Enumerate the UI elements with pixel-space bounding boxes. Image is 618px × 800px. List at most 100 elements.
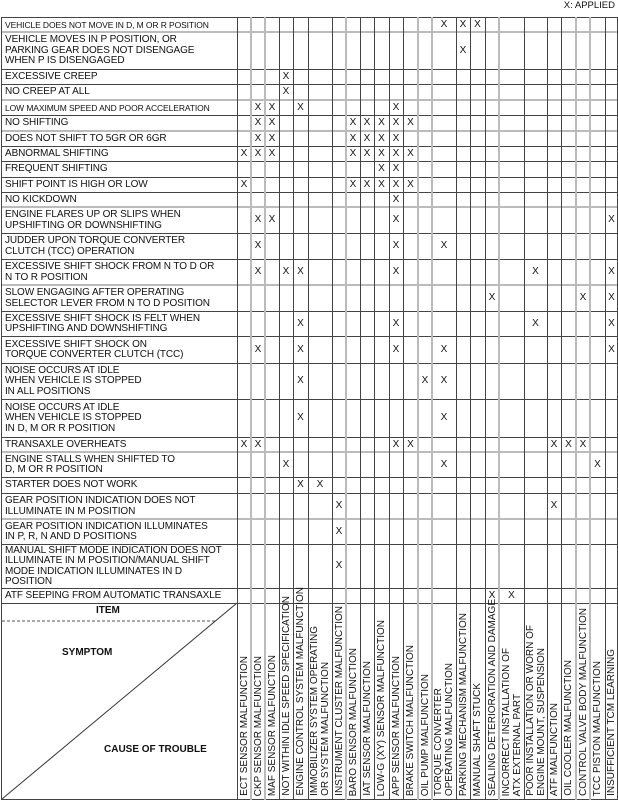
row-divider <box>1 17 618 18</box>
cause-header: POOR INSTALLATION OR WORN OF ENGINE MOUN… <box>524 625 547 796</box>
applied-mark: X <box>297 317 304 329</box>
row-divider <box>1 588 618 589</box>
applied-mark: X <box>488 589 496 601</box>
row-divider <box>1 259 618 260</box>
applied-mark: X <box>608 266 615 277</box>
symptom-label: SHIFT POINT IS HIGH OR LOW <box>5 178 148 190</box>
applied-mark: X <box>392 317 400 329</box>
applied-mark: X <box>608 317 615 329</box>
applied-mark: X <box>392 438 400 450</box>
column-divider <box>293 17 294 800</box>
applied-mark: X <box>268 101 276 113</box>
row-divider <box>1 336 618 337</box>
applied-mark: X <box>392 193 400 205</box>
applied-mark: X <box>440 18 448 30</box>
column-divider <box>470 17 471 800</box>
applied-mark: X <box>579 438 587 450</box>
column-divider <box>345 17 347 800</box>
applied-mark: X <box>378 147 385 159</box>
symptom-label: EXCESSIVE SHIFT SHOCK IS FELT WHEN UPSHI… <box>5 312 200 334</box>
cause-header: CKP SENSOR MALFUNCTION <box>252 655 264 796</box>
cause-header: OIL COOLER MALFUNCTION <box>563 660 574 796</box>
symptom-label: NO CREEP AT ALL <box>5 86 90 98</box>
applied-mark: X <box>392 132 400 144</box>
symptom-label: ENGINE STALLS WHEN SHIFTED TO D, M OR R … <box>5 453 175 475</box>
symptom-label: VEHICLE DOES NOT MOVE IN D, M OR R POSIT… <box>5 19 209 30</box>
row-divider <box>1 311 618 312</box>
applied-mark: X <box>532 317 539 329</box>
column-divider <box>524 17 525 800</box>
legend-applied: X: APPLIED <box>563 0 615 11</box>
row-divider <box>1 399 618 400</box>
symptom-label: NOISE OCCURS AT IDLE WHEN VEHICLE IS STO… <box>5 401 142 434</box>
applied-mark: X <box>254 438 262 450</box>
applied-mark: X <box>440 343 448 355</box>
applied-mark: X <box>240 147 248 159</box>
symptom-label: SLOW ENGAGING AFTER OPERATING SELECTOR L… <box>5 287 210 309</box>
row-divider <box>1 69 618 70</box>
header-cause: CAUSE OF TROUBLE <box>104 744 207 755</box>
column-divider <box>561 17 562 800</box>
row-divider <box>1 544 618 545</box>
row-divider <box>1 99 618 101</box>
cause-header: PARKING MECHANISM MALFUNCTION <box>457 612 469 796</box>
applied-mark: X <box>440 458 448 470</box>
cause-header: NOT WITHIN IDLE SPEED SPECIFICATION <box>280 596 292 796</box>
row-divider <box>1 437 618 438</box>
cause-header: INCORRECT INSTALLATION OF ATX EXTERNAL P… <box>500 647 523 796</box>
applied-mark: X <box>240 178 248 190</box>
applied-mark: X <box>550 438 558 450</box>
row-divider <box>1 233 618 234</box>
cause-header: ENGINE CONTROL SYSTEM MALFUNCTION <box>295 587 306 796</box>
applied-mark: X <box>392 240 400 251</box>
applied-mark: X <box>594 458 601 470</box>
row-divider <box>1 603 618 604</box>
applied-mark: X <box>392 101 400 113</box>
symptom-label: FREQUENT SHIFTING <box>5 163 108 175</box>
column-divider <box>547 17 548 800</box>
applied-mark: X <box>254 101 262 113</box>
row-divider <box>1 177 618 178</box>
applied-mark: X <box>297 375 304 386</box>
symptom-label: EXCESSIVE CREEP <box>5 70 98 82</box>
symptom-label: LOW MAXIMUM SPEED AND POOR ACCELERATION <box>5 102 210 113</box>
row-divider <box>1 146 618 147</box>
cause-header: OIL PUMP MALFUNCTION <box>419 673 431 796</box>
column-divider <box>389 17 390 800</box>
row-divider <box>1 493 618 494</box>
column-divider <box>237 17 238 800</box>
symptom-label: DOES NOT SHIFT TO 5GR OR 6GR <box>5 132 167 144</box>
column-divider <box>589 17 591 800</box>
applied-mark: X <box>550 500 558 511</box>
cause-header: APP SENSOR MALFUNCTION <box>390 656 402 796</box>
row-divider <box>1 84 618 85</box>
applied-mark: X <box>508 589 515 601</box>
applied-mark: X <box>254 214 262 225</box>
column-divider <box>374 17 375 800</box>
column-divider <box>485 17 486 800</box>
applied-mark: X <box>459 18 467 30</box>
applied-mark: X <box>392 214 400 225</box>
applied-mark: X <box>349 147 357 159</box>
symptom-label: ENGINE FLARES UP OR SLIPS WHEN UPSHIFTIN… <box>5 209 181 231</box>
cause-header: CONTROL VALVE BODY MALFUNCTION <box>577 608 589 796</box>
symptom-label: NO SHIFTING <box>5 117 69 129</box>
column-divider <box>308 17 309 800</box>
applied-mark: X <box>608 214 615 225</box>
symptom-label: ATF SEEPING FROM AUTOMATIC TRANSAXLE <box>5 589 222 601</box>
applied-mark: X <box>407 438 414 450</box>
applied-mark: X <box>459 44 467 56</box>
applied-mark: X <box>282 458 290 470</box>
applied-mark: X <box>407 147 414 159</box>
applied-mark: X <box>392 163 400 174</box>
column-divider <box>605 17 606 800</box>
applied-mark: X <box>392 147 400 159</box>
applied-mark: X <box>440 240 448 251</box>
applied-mark: X <box>378 178 385 190</box>
column-divider <box>332 17 333 800</box>
applied-mark: X <box>378 117 385 128</box>
symptom-label: JUDDER UPON TORQUE CONVERTER CLUTCH (TCC… <box>5 235 186 257</box>
applied-mark: X <box>254 117 262 128</box>
applied-mark: X <box>254 240 262 251</box>
